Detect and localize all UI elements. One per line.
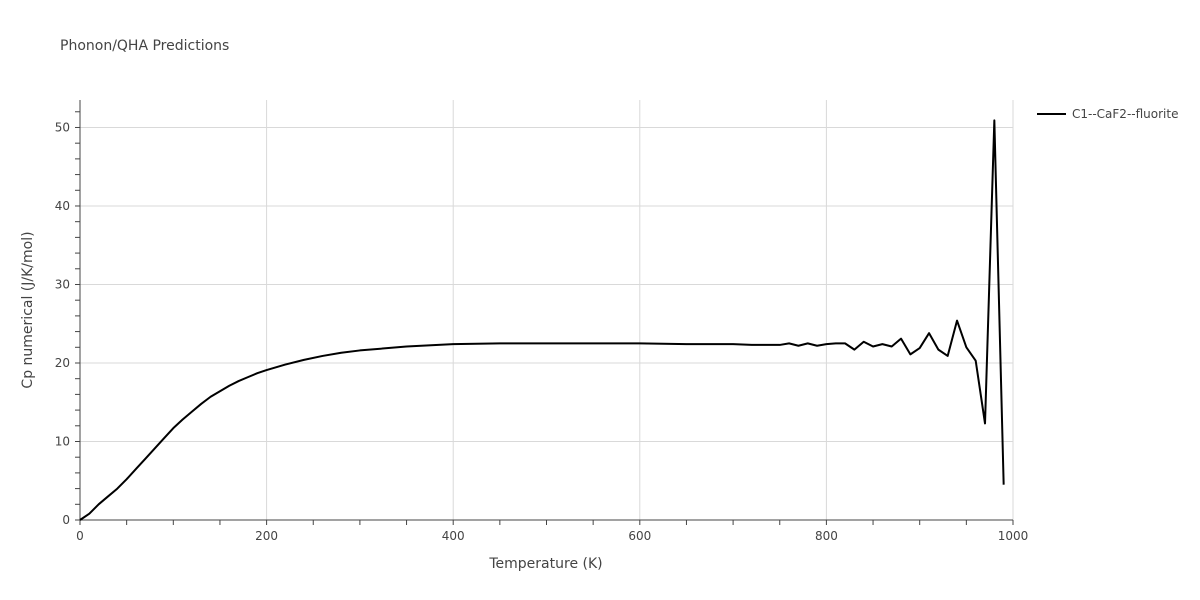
y-tick-label: 10 — [55, 434, 70, 448]
legend-label: C1--CaF2--fluorite — [1072, 107, 1178, 121]
y-tick-label: 30 — [55, 277, 70, 291]
y-tick-label: 50 — [55, 120, 70, 134]
chart-title: Phonon/QHA Predictions — [60, 38, 229, 54]
x-tick-label: 0 — [76, 529, 84, 543]
legend[interactable]: C1--CaF2--fluorite — [1037, 107, 1178, 121]
grid — [80, 100, 1014, 520]
axes — [75, 100, 1014, 525]
x-tick-label: 800 — [815, 529, 838, 543]
tick-labels: 0 200 400 600 800 1000 0 10 20 30 40 50 — [55, 120, 1029, 543]
x-tick-label: 200 — [255, 529, 278, 543]
x-axis-title: Temperature (K) — [488, 556, 602, 572]
y-axis-title: Cp numerical (J/K/mol) — [20, 231, 36, 388]
x-tick-label: 400 — [442, 529, 465, 543]
series-line-0 — [79, 119, 1005, 521]
y-tick-label: 40 — [55, 199, 70, 213]
y-tick-label: 20 — [55, 356, 70, 370]
x-tick-label: 600 — [628, 529, 651, 543]
x-tick-label: 1000 — [998, 529, 1029, 543]
series-layer — [79, 119, 1005, 521]
y-tick-label: 0 — [62, 513, 70, 527]
